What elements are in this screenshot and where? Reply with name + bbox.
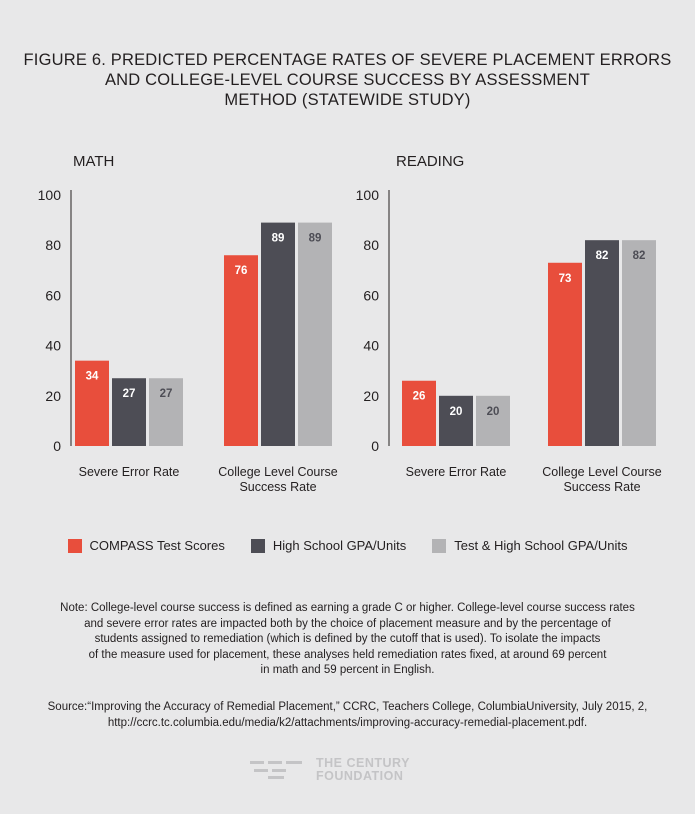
legend-swatch	[432, 538, 447, 553]
source-line: Source:“Improving the Accuracy of Remedi…	[47, 701, 648, 713]
bar-value-label: 82	[596, 250, 609, 262]
y-tick-label: 100	[38, 187, 62, 203]
bar-value-label: 89	[309, 233, 322, 245]
bar	[112, 378, 146, 446]
bar-value-label: 76	[235, 265, 248, 277]
y-tick-label: 20	[45, 388, 61, 404]
bar-value-label: 26	[413, 391, 426, 403]
bar	[261, 222, 295, 446]
title-line: FIGURE 6. PREDICTED PERCENTAGE RATES OF …	[23, 51, 672, 69]
bar-value-label: 34	[86, 371, 99, 383]
y-tick-label: 20	[363, 388, 379, 404]
title-line: METHOD (STATEWIDE STUDY)	[224, 91, 471, 109]
category-label: Success Rate	[563, 480, 640, 494]
bar	[402, 380, 436, 446]
y-tick-label: 0	[371, 438, 379, 454]
legend-swatch	[67, 538, 82, 553]
category-label: College Level Course	[542, 465, 662, 479]
bar-charts: MATH 0 20 40 60 80 100 34 27 27 Severe Error Rate 7…	[38, 153, 662, 494]
bar-value-label: 73	[559, 273, 572, 285]
y-tick-label: 40	[45, 338, 61, 354]
title-line: AND COLLEGE-LEVEL COURSE SUCCESS BY ASSE…	[104, 71, 591, 89]
legend-item-compass: COMPASS Test Scores	[67, 538, 225, 553]
source: Source:“Improving the Accuracy of Remedi…	[20, 700, 675, 731]
chart-title: MATH	[73, 153, 114, 170]
category-label: College Level Course	[218, 465, 338, 479]
note-line: students assigned to remediation (which …	[94, 633, 601, 645]
bar-value-label: 20	[487, 406, 500, 418]
bar	[224, 255, 258, 446]
legend-swatch	[250, 538, 265, 553]
bar	[548, 262, 582, 446]
y-tick-label: 40	[363, 338, 379, 354]
legend-label: High School GPA/Units	[272, 538, 407, 553]
bar	[149, 378, 183, 446]
y-tick-label: 80	[45, 237, 61, 253]
y-tick-label: 0	[53, 438, 61, 454]
category-label: Severe Error Rate	[79, 465, 180, 479]
y-tick-label: 60	[45, 287, 61, 303]
category-label: Severe Error Rate	[406, 465, 507, 479]
bar	[298, 222, 332, 446]
bar-value-label: 82	[633, 250, 646, 262]
note-line: in math and 59 percent in English.	[260, 664, 435, 676]
category-label: Success Rate	[239, 480, 316, 494]
bar	[622, 240, 656, 446]
y-tick-label: 100	[356, 187, 380, 203]
bar-value-label: 20	[450, 406, 463, 418]
note-line: of the measure used for placement, these…	[88, 648, 607, 661]
legend-label: COMPASS Test Scores	[89, 538, 225, 553]
bar	[476, 395, 510, 446]
legend: COMPASS Test Scores High School GPA/Unit…	[0, 538, 695, 553]
legend-item-test-gpa: Test & High School GPA/Units	[432, 538, 627, 553]
bar-value-label: 89	[272, 233, 285, 245]
source-line: http://ccrc.tc.columbia.edu/media/k2/att…	[107, 716, 588, 729]
y-tick-label: 60	[363, 287, 379, 303]
legend-item-gpa: High School GPA/Units	[250, 538, 407, 553]
bar-value-label: 27	[123, 388, 136, 400]
note: Note: College-level course success is de…	[30, 601, 665, 679]
logo-line: THE CENTURY	[316, 756, 410, 770]
bar-value-label: 27	[160, 388, 173, 400]
legend-label: Test & High School GPA/Units	[454, 538, 628, 553]
note-line: and severe error rates are impacted both…	[84, 617, 611, 630]
figure-title: FIGURE 6. PREDICTED PERCENTAGE RATES OF …	[0, 50, 695, 110]
y-tick-label: 80	[363, 237, 379, 253]
chart-title: READING	[396, 153, 464, 170]
bar	[75, 360, 109, 446]
logo-line: FOUNDATION	[316, 769, 404, 783]
century-foundation-logo: THE CENTURY FOUNDATION	[250, 757, 410, 783]
note-line: Note: College-level course success is de…	[60, 602, 635, 614]
bar	[585, 240, 619, 446]
bar	[439, 395, 473, 446]
logo-mark-icon	[250, 761, 302, 779]
